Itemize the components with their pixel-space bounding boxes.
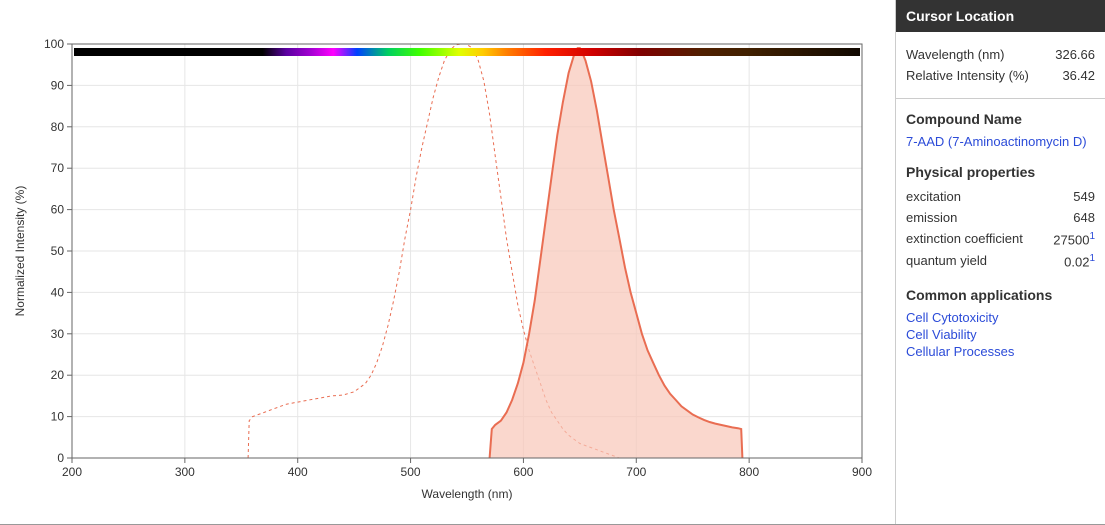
svg-text:20: 20 [51, 368, 65, 382]
emission-value: 648 [1073, 210, 1095, 225]
qy-value: 0.021 [1064, 253, 1095, 269]
svg-text:70: 70 [51, 161, 65, 175]
svg-text:30: 30 [51, 327, 65, 341]
svg-text:700: 700 [626, 465, 646, 479]
svg-text:300: 300 [175, 465, 195, 479]
svg-text:900: 900 [852, 465, 872, 479]
svg-text:400: 400 [288, 465, 308, 479]
qy-footnote[interactable]: 1 [1089, 253, 1095, 264]
extcoef-footnote[interactable]: 1 [1089, 231, 1095, 242]
emission-label: emission [906, 210, 957, 225]
svg-text:90: 90 [51, 78, 65, 92]
svg-text:500: 500 [401, 465, 421, 479]
cursor-intensity-value: 36.42 [1062, 68, 1095, 83]
cursor-wavelength-label: Wavelength (nm) [906, 47, 1005, 62]
svg-text:10: 10 [51, 410, 65, 424]
qy-row: quantum yield 0.021 [906, 250, 1095, 272]
compound-title: Compound Name [906, 111, 1095, 127]
chart-area[interactable]: 0 10 20 30 40 50 60 70 80 90 100 200 300 400 500 600 700… [0, 0, 895, 524]
svg-text:80: 80 [51, 120, 65, 134]
application-link-0[interactable]: Cell Cytotoxicity [906, 309, 1095, 326]
svg-text:0: 0 [57, 451, 64, 465]
cursor-wavelength-value: 326.66 [1055, 47, 1095, 62]
svg-text:600: 600 [513, 465, 533, 479]
emission-row: emission 648 [906, 207, 1095, 228]
application-link-2[interactable]: Cellular Processes [906, 343, 1095, 360]
svg-text:100: 100 [44, 37, 64, 51]
extcoef-number: 27500 [1053, 232, 1089, 247]
cursor-readout-section: Wavelength (nm) 326.66 Relative Intensit… [896, 32, 1105, 99]
cursor-intensity-label: Relative Intensity (%) [906, 68, 1029, 83]
application-link-1[interactable]: Cell Viability [906, 326, 1095, 343]
svg-text:60: 60 [51, 203, 65, 217]
cursor-location-header: Cursor Location [896, 0, 1105, 32]
excitation-row: excitation 549 [906, 186, 1095, 207]
physical-title: Physical properties [906, 164, 1095, 180]
extcoef-row: extinction coefficient 275001 [906, 228, 1095, 250]
extcoef-label: extinction coefficient [906, 231, 1023, 247]
compound-section: Compound Name 7-AAD (7-Aminoactinomycin … [896, 99, 1105, 372]
extcoef-value: 275001 [1053, 231, 1095, 247]
svg-text:40: 40 [51, 285, 65, 299]
cursor-wavelength-row: Wavelength (nm) 326.66 [906, 44, 1095, 65]
cursor-intensity-row: Relative Intensity (%) 36.42 [906, 65, 1095, 86]
app-container: 0 10 20 30 40 50 60 70 80 90 100 200 300 400 500 600 700… [0, 0, 1105, 525]
spectrum-chart[interactable]: 0 10 20 30 40 50 60 70 80 90 100 200 300 400 500 600 700… [0, 0, 895, 525]
svg-text:50: 50 [51, 244, 65, 258]
svg-text:800: 800 [739, 465, 759, 479]
svg-text:Normalized Intensity (%): Normalized Intensity (%) [13, 186, 27, 317]
side-panel: Cursor Location Wavelength (nm) 326.66 R… [895, 0, 1105, 524]
excitation-label: excitation [906, 189, 961, 204]
svg-text:Wavelength (nm): Wavelength (nm) [422, 487, 513, 501]
svg-text:200: 200 [62, 465, 82, 479]
compound-link[interactable]: 7-AAD (7-Aminoactinomycin D) [906, 133, 1095, 150]
qy-label: quantum yield [906, 253, 987, 269]
applications-title: Common applications [906, 287, 1095, 303]
excitation-value: 549 [1073, 189, 1095, 204]
qy-number: 0.02 [1064, 255, 1089, 270]
